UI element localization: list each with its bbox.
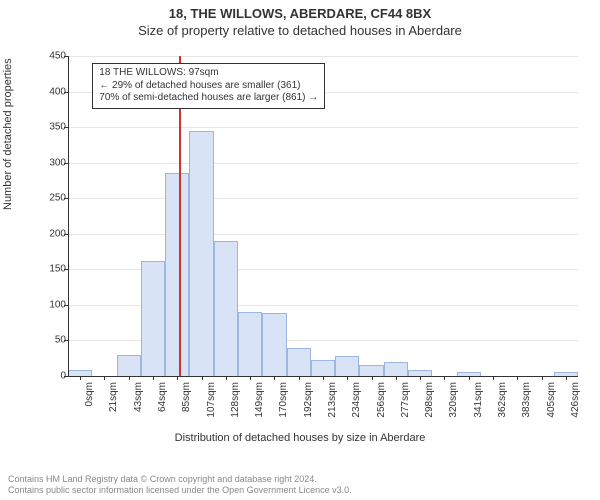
x-tick-label: 192sqm <box>303 382 314 418</box>
annotation-box: 18 THE WILLOWS: 97sqm← 29% of detached h… <box>92 63 325 109</box>
chart-container: 18 THE WILLOWS: 97sqm← 29% of detached h… <box>32 48 584 408</box>
gridline <box>68 127 578 128</box>
footer-line-1: Contains HM Land Registry data © Crown c… <box>8 474 352 485</box>
x-axis-label: Distribution of detached houses by size … <box>0 432 600 444</box>
y-tick-label: 150 <box>38 264 66 275</box>
x-tick-label: 383sqm <box>521 382 532 418</box>
gridline <box>68 56 578 57</box>
x-tick-label: 43sqm <box>133 382 144 412</box>
x-tick-label: 64sqm <box>157 382 168 412</box>
gridline <box>68 234 578 235</box>
histogram-bar <box>214 241 238 376</box>
gridline <box>68 163 578 164</box>
y-tick-label: 0 <box>38 371 66 382</box>
histogram-bar <box>335 356 359 376</box>
plot-area: 18 THE WILLOWS: 97sqm← 29% of detached h… <box>68 56 578 376</box>
x-tick-label: 21sqm <box>108 382 119 412</box>
x-tick-label: 234sqm <box>351 382 362 418</box>
x-tick-mark <box>493 376 494 380</box>
footer-line-2: Contains public sector information licen… <box>8 485 352 496</box>
annotation-line2: ← 29% of detached houses are smaller (36… <box>99 80 318 93</box>
x-tick-mark <box>129 376 130 380</box>
histogram-bar <box>287 348 311 376</box>
histogram-bar <box>165 173 189 376</box>
x-tick-label: 128sqm <box>230 382 241 418</box>
x-tick-label: 85sqm <box>181 382 192 412</box>
x-tick-mark <box>202 376 203 380</box>
x-tick-label: 320sqm <box>448 382 459 418</box>
y-axis-line <box>68 56 69 376</box>
histogram-bar <box>238 312 262 376</box>
annotation-line1: 18 THE WILLOWS: 97sqm <box>99 67 318 80</box>
x-tick-mark <box>420 376 421 380</box>
y-tick-label: 50 <box>38 335 66 346</box>
histogram-bar <box>262 313 286 376</box>
y-tick-label: 100 <box>38 299 66 310</box>
x-tick-label: 298sqm <box>424 382 435 418</box>
x-tick-label: 405sqm <box>546 382 557 418</box>
x-tick-label: 362sqm <box>497 382 508 418</box>
x-tick-mark <box>347 376 348 380</box>
x-tick-mark <box>372 376 373 380</box>
x-tick-mark <box>469 376 470 380</box>
histogram-bar <box>189 131 213 376</box>
y-tick-label: 350 <box>38 122 66 133</box>
x-tick-mark <box>250 376 251 380</box>
x-tick-mark <box>226 376 227 380</box>
x-tick-mark <box>444 376 445 380</box>
histogram-bar <box>311 360 335 376</box>
annotation-line3: 70% of semi-detached houses are larger (… <box>99 92 318 105</box>
y-tick-label: 450 <box>38 51 66 62</box>
x-tick-mark <box>104 376 105 380</box>
x-tick-mark <box>80 376 81 380</box>
x-tick-label: 149sqm <box>254 382 265 418</box>
footer-attribution: Contains HM Land Registry data © Crown c… <box>8 474 352 497</box>
histogram-bar <box>117 355 141 376</box>
histogram-bar <box>384 362 408 376</box>
x-tick-mark <box>517 376 518 380</box>
x-tick-label: 213sqm <box>327 382 338 418</box>
x-tick-label: 0sqm <box>84 382 95 406</box>
y-tick-label: 200 <box>38 228 66 239</box>
x-tick-mark <box>323 376 324 380</box>
gridline <box>68 198 578 199</box>
x-tick-mark <box>274 376 275 380</box>
histogram-bar <box>141 261 165 376</box>
y-tick-label: 250 <box>38 193 66 204</box>
page-subtitle: Size of property relative to detached ho… <box>0 23 600 38</box>
x-tick-label: 426sqm <box>570 382 581 418</box>
x-tick-label: 107sqm <box>206 382 217 418</box>
x-tick-label: 341sqm <box>473 382 484 418</box>
x-tick-mark <box>396 376 397 380</box>
y-axis-label: Number of detached properties <box>2 58 14 210</box>
x-tick-mark <box>153 376 154 380</box>
x-tick-mark <box>566 376 567 380</box>
x-tick-mark <box>177 376 178 380</box>
x-tick-label: 277sqm <box>400 382 411 418</box>
x-tick-label: 256sqm <box>376 382 387 418</box>
y-tick-label: 400 <box>38 86 66 97</box>
x-tick-mark <box>299 376 300 380</box>
histogram-bar <box>359 365 383 376</box>
page-title-address: 18, THE WILLOWS, ABERDARE, CF44 8BX <box>0 6 600 21</box>
x-tick-mark <box>542 376 543 380</box>
x-tick-label: 170sqm <box>278 382 289 418</box>
y-tick-label: 300 <box>38 157 66 168</box>
